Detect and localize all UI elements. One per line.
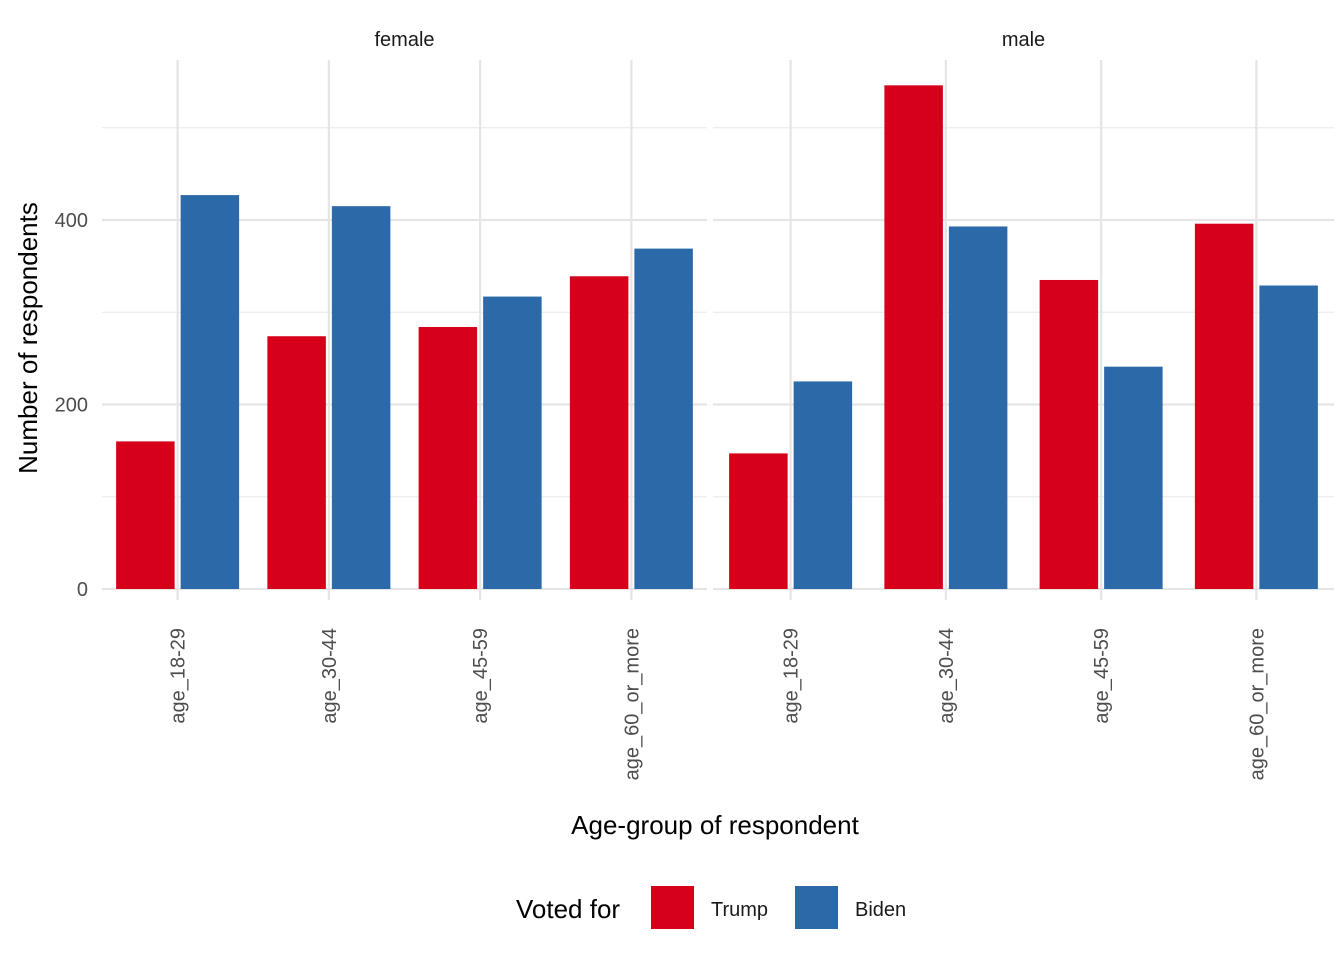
bar-female-biden-age_18-29 <box>180 195 240 589</box>
x-tick-label: age_18-29 <box>168 628 190 724</box>
y-tick-label: 0 <box>77 579 88 601</box>
legend-swatch-biden <box>795 886 838 929</box>
bar-male-biden-age_45-59 <box>1104 366 1163 589</box>
bar-male-trump-age_30-44 <box>884 85 943 589</box>
bar-male-trump-age_45-59 <box>1039 279 1099 589</box>
facet-label-male: male <box>1002 29 1045 51</box>
x-tick-label: age_60_or_more <box>621 628 643 780</box>
bar-male-biden-age_18-29 <box>793 381 853 589</box>
legend-label-trump: Trump <box>711 899 768 921</box>
bar-male-trump-age_60_or_more <box>1194 223 1254 589</box>
legend-swatch-trump <box>651 886 694 929</box>
x-tick-label: age_45-59 <box>1091 628 1113 724</box>
label-layer: female age_18-29 age_30-44 age_45-59 age_60_… <box>55 29 1269 780</box>
legend-title: Voted for <box>516 894 620 924</box>
legend-label-biden: Biden <box>855 899 906 921</box>
bar-male-biden-age_30-44 <box>948 226 1008 589</box>
x-tick-label: age_18-29 <box>781 628 803 724</box>
y-tick-label: 200 <box>55 395 88 417</box>
bar-female-trump-age_18-29 <box>116 441 175 589</box>
bar-female-biden-age_30-44 <box>331 206 391 589</box>
x-tick-label: age_60_or_more <box>1246 628 1268 780</box>
x-tick-label: age_30-44 <box>319 628 341 724</box>
bar-female-trump-age_30-44 <box>267 336 326 589</box>
bar-female-trump-age_45-59 <box>418 327 478 589</box>
bar-layer <box>116 85 1318 589</box>
x-tick-label: age_30-44 <box>936 628 958 724</box>
facet-label-female: female <box>374 29 434 51</box>
y-tick-label: 400 <box>55 210 88 232</box>
bar-female-trump-age_60_or_more <box>569 276 629 589</box>
bar-male-biden-age_60_or_more <box>1259 285 1318 589</box>
legend: Voted for Trump Biden <box>516 886 906 929</box>
x-axis-title: Age-group of respondent <box>571 810 859 840</box>
bar-female-biden-age_45-59 <box>483 296 542 589</box>
bar-male-trump-age_18-29 <box>729 453 788 589</box>
x-tick-label: age_45-59 <box>470 628 492 724</box>
y-axis-title: Number of respondents <box>13 202 43 474</box>
bar-female-biden-age_60_or_more <box>634 248 693 589</box>
